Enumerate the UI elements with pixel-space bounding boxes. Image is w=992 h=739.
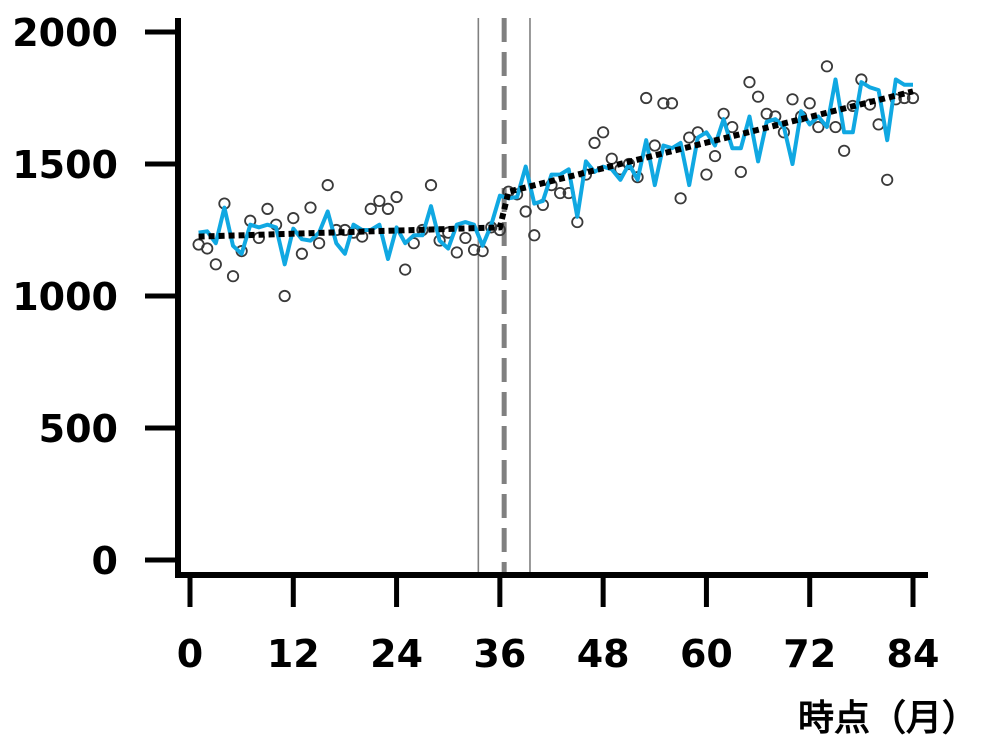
x-tick-label: 84 [887, 632, 940, 676]
trend-line [198, 88, 914, 240]
data-point [700, 168, 713, 181]
data-point [304, 201, 317, 214]
data-point [278, 289, 291, 303]
data-point [390, 190, 403, 204]
data-point [226, 270, 240, 283]
x-tick-label: 0 [177, 632, 203, 676]
data-point [640, 91, 653, 105]
series-lines [198, 77, 914, 267]
data-point [519, 205, 532, 218]
data-point [881, 173, 894, 186]
data-point [838, 144, 851, 157]
data-point [313, 237, 326, 250]
x-ticks: 0 12 24 36 48 60 72 84 [177, 575, 940, 676]
data-point [528, 229, 541, 242]
data-point [674, 192, 687, 205]
observed-line [198, 77, 913, 267]
data-point [803, 97, 816, 110]
data-point [399, 263, 412, 276]
data-point [424, 179, 438, 192]
data-point [751, 90, 765, 103]
data-point [898, 91, 911, 105]
observed-points [192, 60, 920, 303]
y-tick-label: 0 [92, 539, 118, 583]
data-point [287, 212, 300, 225]
data-point [605, 152, 618, 165]
y-ticks: 0 500 1000 1500 2000 [12, 11, 178, 583]
data-point [373, 194, 386, 208]
x-tick-label: 60 [680, 632, 733, 676]
data-point [829, 120, 842, 134]
y-tick-label: 1000 [12, 275, 118, 319]
data-point [459, 231, 472, 245]
data-point [261, 202, 274, 215]
y-tick-label: 500 [39, 407, 118, 451]
data-point [648, 139, 661, 152]
data-point [597, 126, 610, 139]
intervention-lines [477, 18, 531, 572]
x-tick-label: 72 [783, 632, 836, 676]
data-point [510, 188, 524, 201]
data-point [743, 76, 756, 89]
data-point [812, 120, 825, 134]
data-point [201, 242, 214, 255]
data-point [665, 97, 679, 110]
x-tick-label: 12 [267, 632, 320, 676]
x-tick-label: 48 [577, 632, 630, 676]
x-tick-label: 24 [370, 632, 423, 676]
x-axis-title: 時点（月） [798, 698, 978, 739]
data-point [450, 246, 463, 259]
data-point [554, 186, 567, 200]
data-point [588, 136, 601, 149]
data-point [820, 60, 834, 73]
data-point [467, 243, 481, 256]
y-tick-label: 1500 [12, 143, 118, 187]
data-point [364, 202, 377, 215]
data-point [657, 97, 670, 110]
data-point [321, 179, 334, 192]
x-tick-label: 36 [473, 632, 526, 676]
data-point [295, 247, 308, 260]
data-point [734, 165, 747, 179]
data-point [381, 202, 395, 215]
data-point [683, 131, 696, 144]
data-point [786, 93, 799, 106]
y-tick-label: 2000 [12, 11, 118, 55]
data-point [209, 258, 222, 271]
data-point [708, 149, 722, 163]
